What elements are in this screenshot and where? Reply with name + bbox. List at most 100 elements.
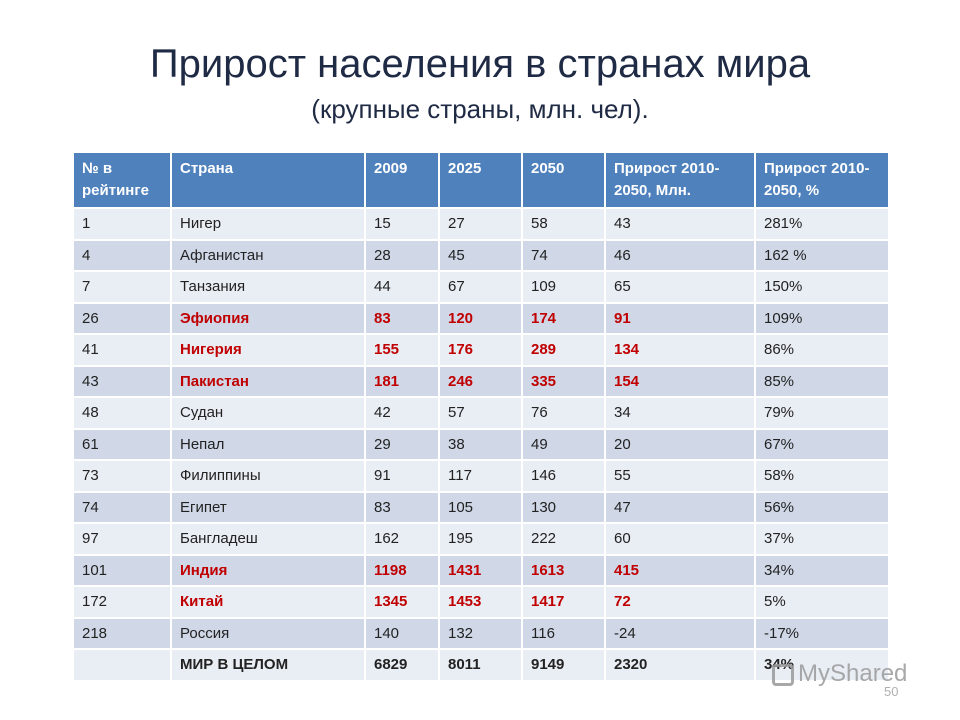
table-row: 4 Афганистан 28 45 74 46 162 % [72,238,890,272]
cell-2025: 27 [438,207,523,241]
cell-2009: 44 [364,270,440,304]
table-row: 97 Бангладеш 162 195 222 60 37% [72,522,890,556]
cell-growth-mln: 55 [604,459,756,493]
cell-rank: 1 [72,207,172,241]
myshared-logo-icon [772,663,794,686]
cell-2050: 109 [521,270,606,304]
cell-country: Египет [170,490,366,524]
cell-2009: 140 [364,616,440,650]
cell-2009: 1198 [364,553,440,587]
cell-rank: 97 [72,522,172,556]
cell-rank: 73 [72,459,172,493]
cell-2050: 130 [521,490,606,524]
cell-2009: 181 [364,364,440,398]
cell-rank [72,648,172,682]
cell-2025: 117 [438,459,523,493]
cell-rank: 26 [72,301,172,335]
cell-2009: 83 [364,301,440,335]
cell-2025: 176 [438,333,523,367]
cell-2050: 174 [521,301,606,335]
table-row: 218 Россия 140 132 116 -24 -17% [72,616,890,650]
cell-country: Нигерия [170,333,366,367]
header-growth-pct: Прирост 2010-2050, % [754,151,890,209]
table-row: 43 Пакистан 181 246 335 154 85% [72,364,890,398]
cell-rank: 74 [72,490,172,524]
cell-growth-pct: 58% [754,459,890,493]
header-2050: 2050 [521,151,606,209]
cell-growth-pct: 5% [754,585,890,619]
cell-growth-pct: 34% [754,648,890,682]
cell-rank: 41 [72,333,172,367]
cell-growth-mln: 34 [604,396,756,430]
myshared-watermark: MyShared [772,660,907,688]
cell-growth-mln: 65 [604,270,756,304]
watermark-text: MyShared [798,660,908,687]
table-row: 73 Филиппины 91 117 146 55 58% [72,459,890,493]
cell-2025: 132 [438,616,523,650]
cell-rank: 4 [72,238,172,272]
population-growth-table: № в рейтинге Страна 2009 2025 2050 Приро… [72,151,890,682]
cell-2009: 162 [364,522,440,556]
cell-growth-pct: 162 % [754,238,890,272]
slide-number: 50 [884,684,899,699]
table-row: 61 Непал 29 38 49 20 67% [72,427,890,461]
cell-2009: 6829 [364,648,440,682]
cell-rank: 61 [72,427,172,461]
cell-country: Пакистан [170,364,366,398]
header-2009: 2009 [364,151,440,209]
table-row: 172 Китай 1345 1453 1417 72 5% [72,585,890,619]
cell-2025: 45 [438,238,523,272]
header-country: Страна [170,151,366,209]
table-row: 26 Эфиопия 83 120 174 91 109% [72,301,890,335]
header-growth-mln: Прирост 2010-2050, Млн. [604,151,756,209]
table-row: 74 Египет 83 105 130 47 56% [72,490,890,524]
cell-rank: 7 [72,270,172,304]
cell-2009: 42 [364,396,440,430]
cell-growth-pct: 79% [754,396,890,430]
cell-growth-mln: 60 [604,522,756,556]
cell-2009: 83 [364,490,440,524]
cell-2050: 1613 [521,553,606,587]
cell-rank: 43 [72,364,172,398]
cell-2025: 120 [438,301,523,335]
slide-subtitle: (крупные страны, млн. чел). [311,94,649,124]
cell-country: Афганистан [170,238,366,272]
cell-growth-pct: 109% [754,301,890,335]
cell-growth-pct: 281% [754,207,890,241]
cell-country: Эфиопия [170,301,366,335]
cell-2009: 91 [364,459,440,493]
cell-country: Бангладеш [170,522,366,556]
cell-2050: 58 [521,207,606,241]
cell-growth-pct: 34% [754,553,890,587]
table-row: 7 Танзания 44 67 109 65 150% [72,270,890,304]
cell-2025: 57 [438,396,523,430]
cell-growth-mln: 91 [604,301,756,335]
cell-country: Нигер [170,207,366,241]
cell-country: Судан [170,396,366,430]
cell-2025: 38 [438,427,523,461]
header-2025: 2025 [438,151,523,209]
cell-2050: 76 [521,396,606,430]
cell-growth-mln: 154 [604,364,756,398]
cell-growth-mln: -24 [604,616,756,650]
cell-country: Россия [170,616,366,650]
cell-2025: 8011 [438,648,523,682]
cell-2009: 15 [364,207,440,241]
cell-growth-pct: 67% [754,427,890,461]
cell-rank: 218 [72,616,172,650]
cell-2025: 195 [438,522,523,556]
cell-growth-mln: 72 [604,585,756,619]
table-row: МИР В ЦЕЛОМ 6829 8011 9149 2320 34% [72,648,890,682]
cell-2025: 105 [438,490,523,524]
cell-2050: 146 [521,459,606,493]
cell-2025: 1453 [438,585,523,619]
cell-country: Непал [170,427,366,461]
cell-growth-pct: 150% [754,270,890,304]
cell-2009: 28 [364,238,440,272]
slide-title: Прирост населения в странах мира [149,42,811,86]
cell-2025: 1431 [438,553,523,587]
cell-2050: 289 [521,333,606,367]
cell-2050: 1417 [521,585,606,619]
cell-growth-pct: 85% [754,364,890,398]
cell-2050: 335 [521,364,606,398]
